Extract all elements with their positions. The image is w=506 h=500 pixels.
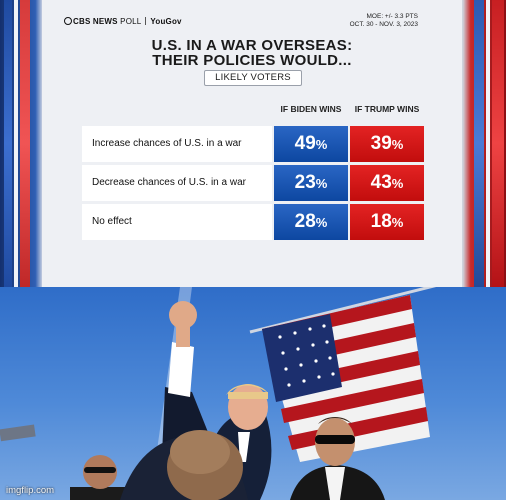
brand-poll: POLL bbox=[120, 17, 142, 26]
row-label: Decrease chances of U.S. in a war bbox=[92, 177, 246, 188]
table-row: Increase chances of U.S. in a war 49% 39… bbox=[82, 126, 426, 162]
trump-value: 39 bbox=[370, 133, 392, 154]
row-label: Increase chances of U.S. in a war bbox=[92, 138, 242, 149]
biden-value: 28 bbox=[294, 211, 316, 232]
trump-value-cell: 43% bbox=[350, 165, 424, 201]
moe-info: MOE: +/- 3.3 PTS OCT. 30 - NOV. 3, 2023 bbox=[350, 13, 418, 29]
trump-value: 43 bbox=[370, 172, 392, 193]
equipment-rail bbox=[0, 424, 36, 442]
american-flag bbox=[262, 295, 430, 462]
foreground-agent bbox=[120, 430, 248, 500]
biden-value: 23 bbox=[294, 172, 316, 193]
moe-line: MOE: +/- 3.3 PTS bbox=[366, 13, 418, 20]
flagpole bbox=[249, 287, 437, 334]
agent-right bbox=[290, 417, 385, 500]
frame-stripe-left-blue bbox=[4, 0, 12, 287]
brand-partner: YouGov bbox=[150, 17, 182, 26]
frame-stripe-right-red bbox=[492, 0, 504, 287]
brand-logo: CBS NEWS POLL YouGov bbox=[64, 17, 182, 26]
row-label-cell: Decrease chances of U.S. in a war bbox=[82, 165, 272, 201]
poll-title-line1: U.S. IN A WAR OVERSEAS: bbox=[151, 37, 353, 54]
row-label-cell: Increase chances of U.S. in a war bbox=[82, 126, 272, 162]
column-header-trump: IF TRUMP WINS bbox=[354, 104, 420, 114]
date-line: OCT. 30 - NOV. 3, 2023 bbox=[349, 21, 418, 28]
trump-value-cell: 39% bbox=[350, 126, 424, 162]
biden-value-cell: 28% bbox=[274, 204, 348, 240]
frame-stripe-left-red bbox=[20, 0, 30, 287]
brand-network: CBS NEWS bbox=[73, 17, 118, 26]
percent-sign: % bbox=[391, 176, 404, 191]
percent-sign: % bbox=[315, 137, 328, 152]
poll-card: CBS NEWS POLL YouGov MOE: +/- 3.3 PTS OCT… bbox=[42, 0, 462, 287]
row-label-cell: No effect bbox=[82, 204, 272, 240]
biden-value-cell: 49% bbox=[274, 126, 348, 162]
subtitle-badge: LIKELY VOTERS bbox=[204, 70, 302, 86]
frame-stripe-left-white bbox=[14, 0, 18, 287]
table-row: Decrease chances of U.S. in a war 23% 43… bbox=[82, 165, 426, 201]
percent-sign: % bbox=[315, 215, 328, 230]
row-label: No effect bbox=[92, 216, 132, 227]
frame-stripe-right-white bbox=[486, 0, 490, 287]
agent-left bbox=[70, 455, 130, 500]
trump-value: 18 bbox=[370, 211, 392, 232]
column-header-biden: IF BIDEN WINS bbox=[280, 104, 342, 114]
table-row: No effect 28% 18% bbox=[82, 204, 426, 240]
rally-photo: imgflip.com bbox=[0, 287, 506, 500]
poll-title-line2: THEIR POLICIES WOULD... bbox=[152, 52, 352, 69]
frame-stripe-right-blue bbox=[474, 0, 484, 287]
rally-photo-illustration bbox=[0, 287, 437, 500]
biden-value-cell: 23% bbox=[274, 165, 348, 201]
percent-sign: % bbox=[315, 176, 328, 191]
percent-sign: % bbox=[391, 215, 404, 230]
poll-graphic: CBS NEWS POLL YouGov MOE: +/- 3.3 PTS OCT… bbox=[0, 0, 506, 287]
trump-value-cell: 18% bbox=[350, 204, 424, 240]
percent-sign: % bbox=[391, 137, 404, 152]
imgflip-watermark: imgflip.com bbox=[6, 485, 55, 496]
brand-divider bbox=[145, 17, 147, 25]
biden-value: 49 bbox=[294, 133, 316, 154]
cbs-eye-icon bbox=[64, 17, 72, 25]
